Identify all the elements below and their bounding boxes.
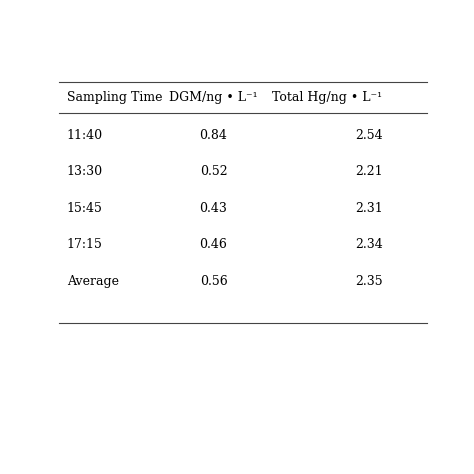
Text: 0.56: 0.56 xyxy=(200,275,228,288)
Text: 2.31: 2.31 xyxy=(355,202,383,215)
Text: Average: Average xyxy=(66,275,118,288)
Text: 0.52: 0.52 xyxy=(200,165,228,178)
Text: Total Hg/ng • L⁻¹: Total Hg/ng • L⁻¹ xyxy=(273,91,383,103)
Text: 2.21: 2.21 xyxy=(355,165,383,178)
Text: 15:45: 15:45 xyxy=(66,202,102,215)
Text: 2.34: 2.34 xyxy=(355,238,383,251)
Text: 17:15: 17:15 xyxy=(66,238,102,251)
Text: 0.43: 0.43 xyxy=(200,202,228,215)
Text: 13:30: 13:30 xyxy=(66,165,103,178)
Text: 2.35: 2.35 xyxy=(355,275,383,288)
Text: 2.54: 2.54 xyxy=(355,129,383,142)
Text: 0.84: 0.84 xyxy=(200,129,228,142)
Text: DGM/ng • L⁻¹: DGM/ng • L⁻¹ xyxy=(169,91,258,103)
Text: 11:40: 11:40 xyxy=(66,129,103,142)
Text: 0.46: 0.46 xyxy=(200,238,228,251)
Text: Sampling Time: Sampling Time xyxy=(66,91,162,103)
